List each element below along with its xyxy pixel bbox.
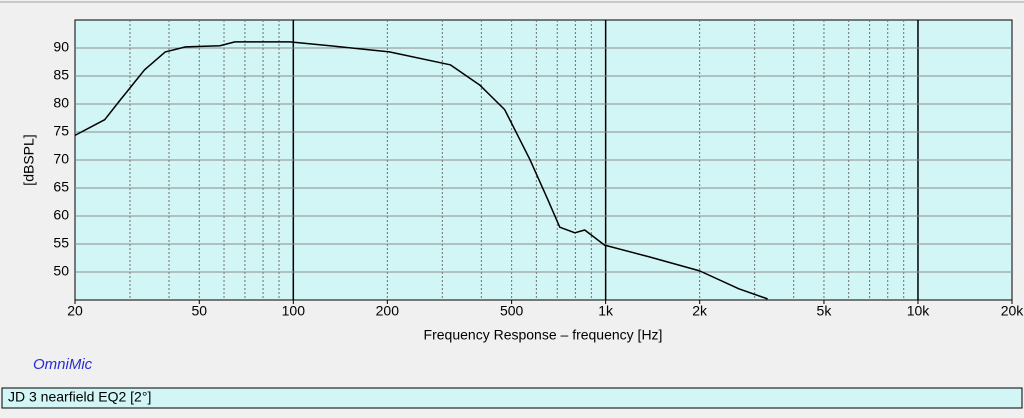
y-axis-label: [dBSPL] <box>21 134 37 185</box>
y-tick-label: 80 <box>53 95 69 111</box>
y-tick-label: 75 <box>53 123 69 139</box>
x-tick-label: 500 <box>500 303 524 319</box>
y-tick-label: 60 <box>53 207 69 223</box>
y-tick-label: 85 <box>53 67 69 83</box>
x-tick-label: 5k <box>817 303 833 319</box>
x-tick-label: 200 <box>376 303 400 319</box>
x-tick-label: 50 <box>192 303 208 319</box>
legend-box <box>1 387 1023 409</box>
y-tick-label: 50 <box>53 263 69 279</box>
legend-entry: JD 3 nearfield EQ2 [2°] <box>8 389 151 405</box>
x-tick-label: 100 <box>282 303 306 319</box>
x-tick-label: 2k <box>692 303 708 319</box>
x-tick-label: 20k <box>1001 303 1024 319</box>
x-tick-label: 10k <box>907 303 931 319</box>
series-line <box>74 41 768 300</box>
x-tick-label: 20 <box>67 303 83 319</box>
brand-label: OmniMic <box>33 356 93 373</box>
x-axis-label: Frequency Response – frequency [Hz] <box>424 327 663 343</box>
y-tick-label: 90 <box>53 39 69 55</box>
y-tick-label: 55 <box>53 235 69 251</box>
y-tick-label: 65 <box>53 179 69 195</box>
x-tick-label: 1k <box>598 303 614 319</box>
y-tick-label: 70 <box>53 151 69 167</box>
